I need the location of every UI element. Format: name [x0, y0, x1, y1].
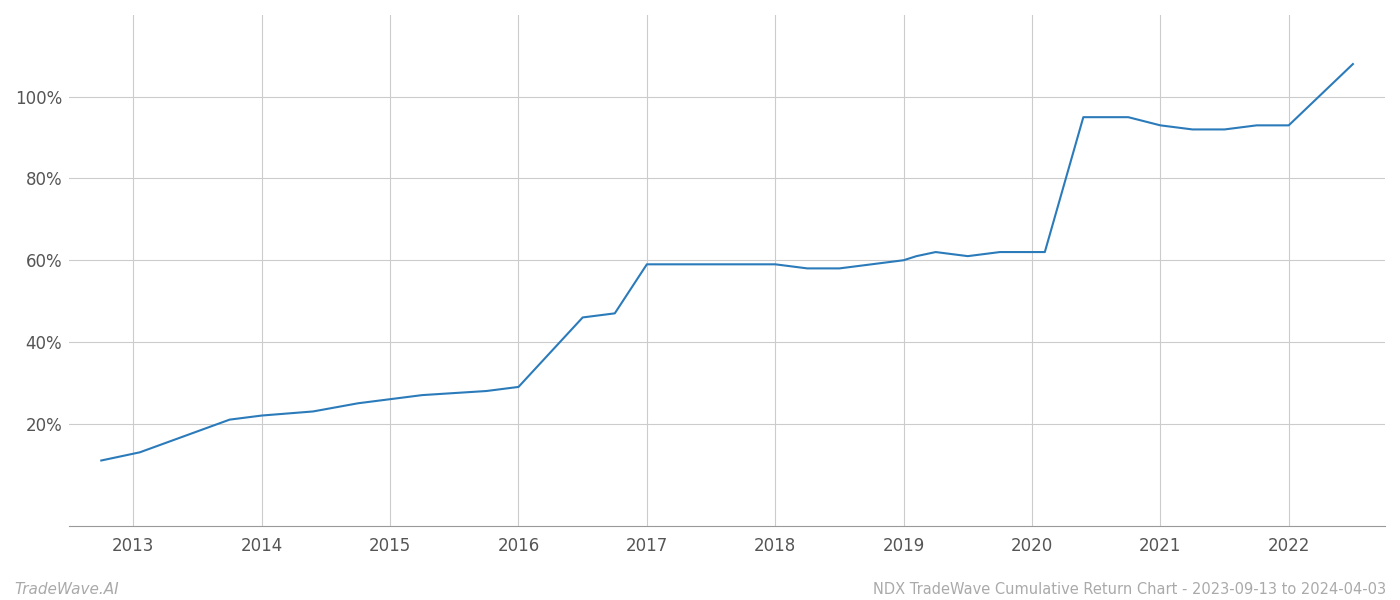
Text: NDX TradeWave Cumulative Return Chart - 2023-09-13 to 2024-04-03: NDX TradeWave Cumulative Return Chart - …: [872, 582, 1386, 597]
Text: TradeWave.AI: TradeWave.AI: [14, 582, 119, 597]
